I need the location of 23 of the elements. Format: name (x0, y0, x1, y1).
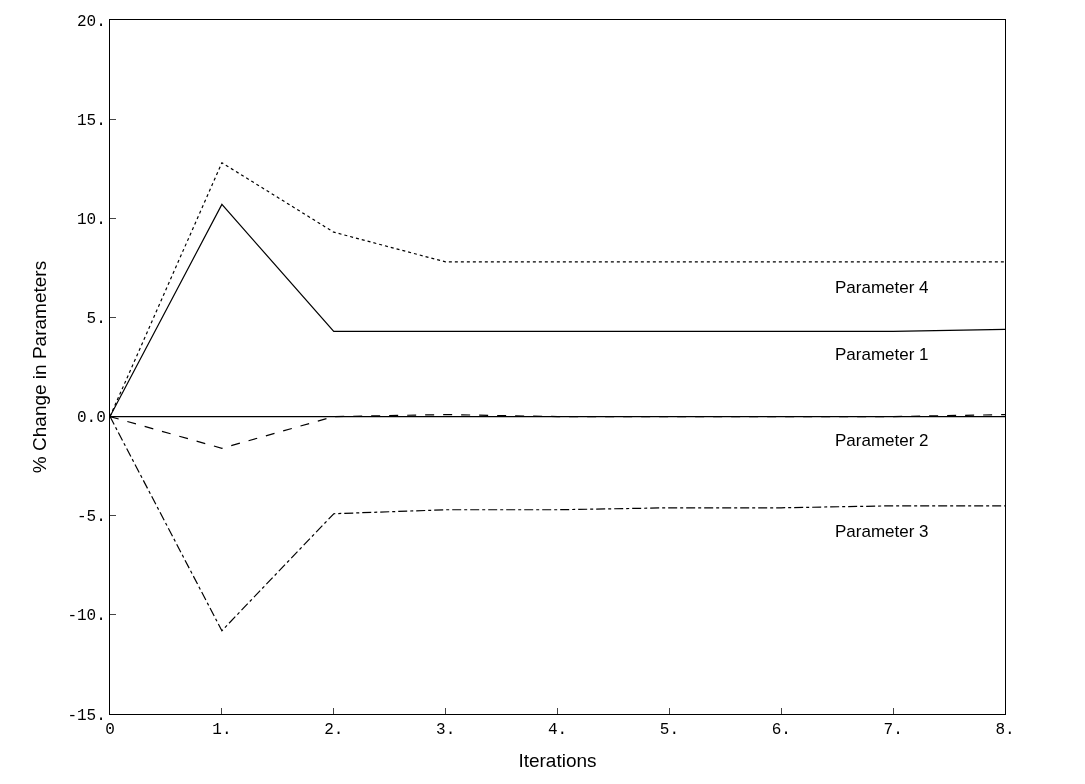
y-tick-label: 20. (76, 12, 106, 31)
y-tick-label: 10. (76, 210, 106, 229)
y-tick-label: -10. (67, 607, 106, 626)
x-tick-label: 5. (659, 721, 679, 740)
y-tick-label: 15. (76, 111, 106, 130)
x-axis-title: Iterations (518, 750, 597, 771)
x-tick-label: 1. (212, 721, 232, 740)
y-tick-label: 0.0 (76, 409, 106, 428)
y-tick-label: 5. (86, 310, 106, 329)
y-tick-label: -5. (76, 508, 106, 527)
series-label: Parameter 2 (835, 431, 929, 450)
x-tick-label: 2. (324, 721, 344, 740)
x-tick-label: 3. (436, 721, 456, 740)
x-tick-label: 8. (995, 721, 1015, 740)
y-tick-label: -15. (67, 706, 106, 725)
x-tick-label: 4. (547, 721, 568, 740)
x-tick-label: 0 (105, 721, 115, 740)
series-label: Parameter 4 (835, 278, 929, 297)
y-axis-title: % Change in Parameters (29, 260, 51, 474)
x-tick-label: 6. (771, 721, 791, 740)
series-label: Parameter 1 (835, 345, 929, 364)
series-label: Parameter 3 (835, 522, 929, 541)
x-tick-label: 7. (883, 721, 903, 740)
